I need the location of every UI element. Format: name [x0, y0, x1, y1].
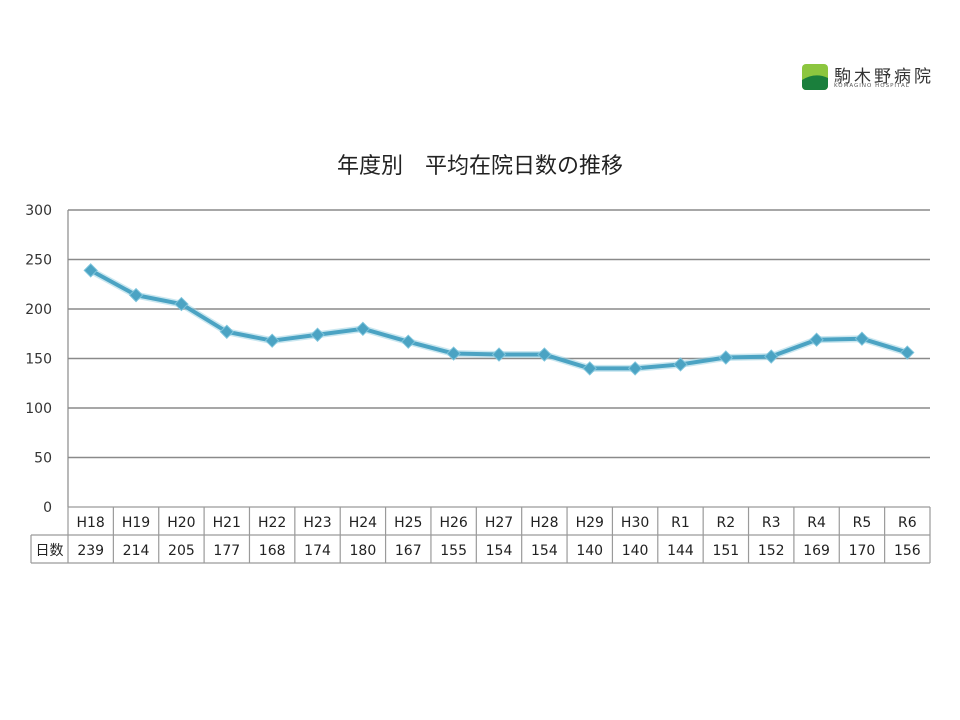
data-point: [809, 332, 824, 347]
table-value-cell: 214: [123, 543, 150, 559]
x-category-label: R2: [717, 515, 736, 531]
x-category-label: H21: [213, 515, 241, 531]
x-category-label: H28: [530, 515, 558, 531]
data-point: [491, 347, 507, 362]
x-category-label: R1: [671, 515, 690, 531]
table-value-cell: 154: [486, 543, 513, 559]
table-value-cell: 205: [168, 543, 195, 559]
data-point: [854, 331, 870, 346]
y-tick-label: 100: [25, 401, 52, 417]
data-point: [355, 321, 371, 337]
logo-mark-icon: [802, 64, 828, 90]
x-category-label: H29: [576, 515, 604, 531]
y-tick-label: 250: [25, 253, 52, 269]
data-point: [401, 334, 416, 349]
y-tick-label: 300: [25, 203, 52, 219]
x-category-label: H23: [303, 515, 331, 531]
x-category-label: H25: [394, 515, 422, 531]
x-category-label: H20: [167, 515, 195, 531]
table-value-cell: 155: [440, 543, 467, 559]
x-category-label: R5: [853, 515, 872, 531]
table-value-cell: 168: [259, 543, 286, 559]
table-value-cell: 167: [395, 543, 422, 559]
table-value-cell: 144: [667, 543, 694, 559]
table-value-cell: 174: [304, 543, 331, 559]
logo-subtitle: KOMAGINO HOSPITAL: [834, 83, 910, 89]
table-value-cell: 239: [77, 543, 104, 559]
data-point: [764, 349, 779, 364]
table-value-cell: 177: [213, 543, 240, 559]
x-category-label: H26: [439, 515, 467, 531]
table-value-cell: 180: [350, 543, 377, 559]
data-point: [537, 347, 552, 362]
y-tick-label: 0: [43, 500, 52, 516]
data-point: [310, 327, 325, 342]
data-point: [264, 333, 280, 348]
data-point: [174, 296, 189, 312]
logo-name: 駒木野病院: [834, 67, 934, 87]
x-category-label: H30: [621, 515, 649, 531]
x-category-label: H19: [122, 515, 150, 531]
data-point: [673, 357, 688, 372]
y-tick-label: 200: [25, 302, 52, 318]
x-category-label: R6: [898, 515, 917, 531]
x-category-label: H27: [485, 515, 513, 531]
table-value-cell: 170: [849, 543, 876, 559]
y-tick-label: 50: [34, 451, 52, 467]
x-category-label: H18: [77, 515, 105, 531]
data-point: [446, 346, 461, 361]
x-category-label: H24: [349, 515, 377, 531]
chart-title: 年度別 平均在院日数の推移: [336, 154, 623, 179]
table-row-label: 日数: [36, 543, 64, 559]
data-point: [627, 361, 643, 376]
table-value-cell: 140: [622, 543, 649, 559]
table-value-cell: 152: [758, 543, 785, 559]
data-point: [718, 350, 734, 365]
x-category-label: R3: [762, 515, 781, 531]
x-category-label: R4: [807, 515, 826, 531]
y-tick-label: 150: [25, 352, 52, 368]
table-value-cell: 140: [576, 543, 603, 559]
data-point: [83, 263, 98, 278]
data-point: [900, 345, 915, 360]
hospital-logo: 駒木野病院 KOMAGINO HOSPITAL: [802, 62, 932, 96]
table-value-cell: 154: [531, 543, 558, 559]
x-category-label: H22: [258, 515, 286, 531]
data-point: [219, 324, 234, 339]
table-value-cell: 156: [894, 543, 921, 559]
table-value-cell: 151: [712, 543, 739, 559]
table-value-cell: 169: [803, 543, 830, 559]
data-point: [128, 287, 144, 303]
data-point: [582, 361, 597, 376]
